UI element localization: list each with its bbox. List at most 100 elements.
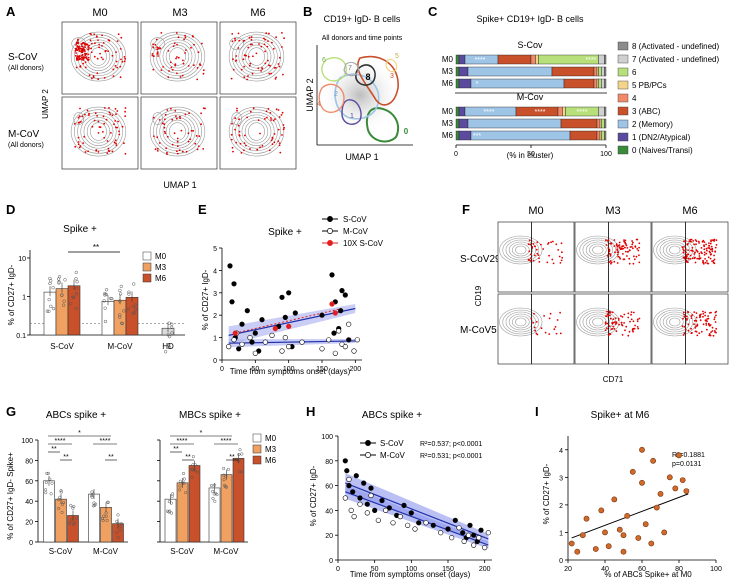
panel-d-group-label: HD [162, 342, 174, 351]
umap-cell [140, 21, 218, 95]
point-M-CoV [299, 339, 305, 345]
chartE-xtick: 0 [220, 366, 224, 373]
point-M-CoV [482, 544, 488, 551]
stacked-bar [455, 130, 607, 141]
panel-c-stacked-bars: M0 **** **** M3 M6 * M0 **** **** **** M3 M6 *** 0 50 1… [442, 54, 612, 158]
panel-h-letter: H [306, 404, 315, 419]
point-S-CoV [616, 526, 623, 533]
panel-e-ylabel: % of CD27+ IgD- [201, 269, 210, 330]
point-S-CoV [282, 314, 288, 321]
cluster-label-3: 3 [390, 73, 394, 80]
point-M-CoV [332, 350, 338, 356]
point-S-CoV [386, 505, 392, 511]
chartE-ytick: 1 [213, 336, 217, 343]
panel-d-legend-swatch [142, 273, 152, 283]
panel-d-legend-label: M0 [155, 252, 167, 261]
panel-i-chart: 20 40 60 80 100 0 1 2 3 4 [559, 436, 722, 573]
chartI-ytick: 0 [559, 558, 563, 565]
chartH-xtick: 0 [336, 566, 340, 573]
point-S-CoV [292, 310, 298, 316]
panel-i-title: Spike+ at M6 [591, 410, 650, 421]
flow-plot [497, 221, 575, 293]
panel-c-row-label: M3 [442, 67, 454, 76]
panel-f-row-0: S-CoV29 [460, 254, 501, 265]
point-S-CoV [372, 507, 378, 514]
panel-f-ylabel: CD19 [474, 285, 483, 306]
chartH-ytick: 0 [329, 558, 333, 565]
bar-segment-2 [470, 130, 571, 141]
point-10X S-CoV [232, 330, 238, 336]
cluster-outline-8 [355, 64, 376, 86]
cluster-label-4: 4 [317, 101, 321, 108]
panel-g-sig: **** [55, 438, 66, 445]
bar-segment-2 [467, 118, 562, 129]
panel-g-sig: **** [100, 438, 111, 445]
point-10X S-CoV [332, 310, 338, 316]
point-S-CoV [592, 546, 599, 552]
bar-segment-1 [458, 118, 469, 129]
panel-a-col-1: M3 [172, 7, 187, 19]
chartH-ytick: 20 [325, 533, 333, 540]
point-S-CoV [239, 321, 245, 327]
point-M-CoV [286, 344, 292, 350]
point-M-CoV [326, 337, 332, 343]
bar-segment-6 [601, 130, 605, 141]
flow-plot [651, 293, 729, 365]
cluster-outline-5 [385, 59, 398, 73]
point-S-CoV [252, 330, 258, 336]
panel-d-ylabel: % of CD27+ IgD- [7, 264, 16, 325]
panel-i-ylabel: % of CD27+ IgD- [542, 463, 551, 524]
point-S-CoV [329, 272, 335, 278]
panel-g-legend-label: M3 [265, 445, 277, 454]
chartI-ytick: 3 [559, 475, 563, 482]
legend-swatch [617, 67, 629, 77]
bar-segment-0 [455, 66, 460, 77]
point-S-CoV [471, 532, 477, 538]
point-S-CoV [416, 520, 422, 526]
panel-h-legend-marker [365, 440, 371, 446]
panel-c-row-label: M0 [442, 107, 454, 116]
point-M-CoV [351, 348, 357, 354]
bar-M0-M-CoV [88, 493, 100, 543]
panel-c-row-label: M6 [442, 131, 454, 140]
point-S-CoV [642, 521, 649, 528]
flow-plot [497, 293, 575, 365]
point-S-CoV [344, 468, 350, 474]
panel-h-legend-name: M-CoV [380, 451, 406, 460]
panel-d-group-label: S-CoV [50, 342, 74, 351]
point-M-CoV [485, 530, 491, 536]
point-S-CoV [229, 299, 235, 305]
bar-segment-0 [455, 54, 460, 65]
panel-a-row-1-label: M-CoV [8, 129, 39, 140]
legend-label: 7 (Activated - undefined) [632, 55, 719, 64]
bar-segment-5 [596, 78, 599, 89]
stacked-bar [455, 66, 607, 77]
panel-c-row-label: M3 [442, 119, 454, 128]
point-S-CoV [331, 330, 337, 336]
panel-g-ytick: 0 [29, 540, 33, 547]
point-S-CoV [639, 479, 645, 486]
bar-segment-1 [458, 106, 466, 117]
point-10X S-CoV [329, 301, 335, 307]
panel-c-xtick: 100 [600, 151, 612, 158]
panel-a-ylabel: UMAP 2 [41, 89, 50, 119]
bar-segment-1 [458, 66, 469, 77]
point-S-CoV [611, 496, 618, 503]
panel-f-xlabel: CD71 [603, 375, 624, 384]
panel-g-title-left: ABCs spike + [46, 410, 106, 421]
panel-d-chart: 10 1 0.1 S-CoV M-CoV HD ** M0 M3 M6 [16, 243, 185, 354]
point-S-CoV [635, 535, 642, 541]
bar-segment-1 [458, 54, 466, 65]
point-M-CoV [262, 339, 268, 345]
point-S-CoV [361, 480, 367, 486]
panel-f-col-0: M0 [528, 205, 543, 217]
significance-stars: **** [577, 109, 588, 116]
point-S-CoV [568, 540, 575, 547]
cluster-label-0: 0 [404, 127, 409, 136]
point-M-CoV [354, 337, 360, 343]
panel-h-legend-stat: R²=0.537; p<0.0001 [420, 441, 482, 448]
point-M-CoV [456, 525, 462, 531]
panel-g-ytick: 20 [25, 520, 33, 527]
bar-segment-2 [470, 78, 565, 89]
fit-line-S-CoV [345, 482, 489, 540]
